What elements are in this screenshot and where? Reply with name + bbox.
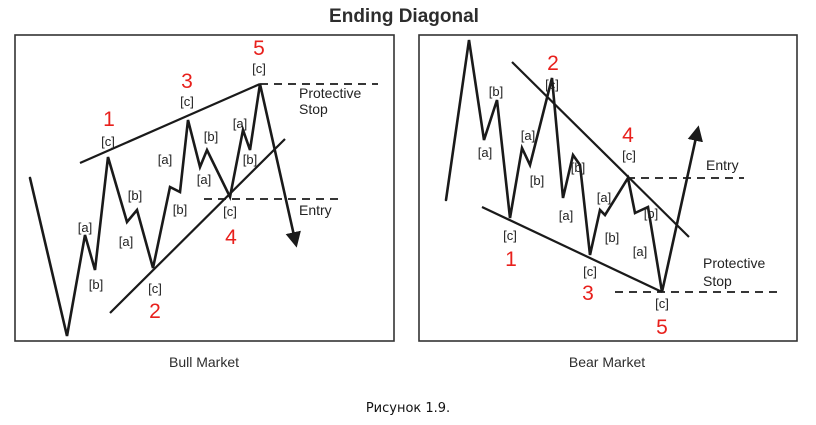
bull-wave-path: [28, 83, 301, 337]
bull-label-w5-a: [a]: [233, 116, 247, 131]
bear-label-w3-c: [c]: [583, 264, 597, 279]
bull-panel-frame: [14, 34, 395, 342]
bull-label-w2-c: [c]: [148, 281, 162, 296]
bull-label-w1-c: [c]: [101, 134, 115, 149]
bear-lower-trendline: [481, 206, 663, 293]
bear-wave-4: 4: [622, 124, 634, 147]
bear-label-w1-c: [c]: [503, 228, 517, 243]
bull-lower-trendline: [109, 138, 286, 314]
bear-label-w5-c: [c]: [655, 296, 669, 311]
bull-label-w5-c: [c]: [252, 61, 266, 76]
bull-wave-1: 1: [103, 108, 115, 131]
bull-wave-2: 2: [149, 300, 161, 323]
bear-label-w5-a: [a]: [633, 244, 647, 259]
bear-market-subtitle: Bear Market: [569, 354, 645, 370]
bear-wave-1: 1: [505, 248, 517, 271]
bear-wave-3: 3: [582, 282, 594, 305]
bear-wave-2: 2: [547, 52, 559, 75]
bear-wave-5: 5: [656, 316, 668, 339]
bull-label-w3-a: [a]: [158, 152, 172, 167]
bear-wave-path: [444, 39, 703, 293]
bear-label-w1-a: [a]: [478, 145, 492, 160]
figure-title: Ending Diagonal: [329, 6, 479, 27]
bull-label-w2-b: [b]: [128, 188, 142, 203]
bear-label-w2-b: [b]: [530, 173, 544, 188]
bear-label-w5-b: [b]: [644, 206, 658, 221]
bull-label-w5-b: [b]: [243, 152, 257, 167]
bull-label-w1-a: [a]: [78, 220, 92, 235]
bear-market-panel: [b] [a] [c] [a] [b] [c] [b] [a] [c] [a] …: [418, 34, 798, 370]
bull-label-w3-b: [b]: [173, 202, 187, 217]
figure-caption: Рисунок 1.9.: [366, 401, 450, 416]
bull-protective-stop-label-line2: Stop: [299, 101, 328, 117]
bear-label-w4-b: [b]: [605, 230, 619, 245]
bear-label-w3-a: [a]: [559, 208, 573, 223]
bull-label-w4-a: [a]: [197, 172, 211, 187]
bull-protective-stop-label-line1: Protective: [299, 85, 361, 101]
bull-wave-5: 5: [253, 37, 265, 60]
bear-panel-frame: [418, 34, 798, 342]
bull-label-w4-b: [b]: [204, 129, 218, 144]
bull-wave-3: 3: [181, 70, 193, 93]
bear-label-w2-a: [a]: [521, 128, 535, 143]
bull-market-subtitle: Bull Market: [169, 354, 239, 370]
bear-entry-label: Entry: [706, 157, 739, 173]
bear-label-w3-b: [b]: [571, 160, 585, 175]
bear-label-w1-b: [b]: [489, 84, 503, 99]
bull-market-panel: [a] [b] [c] [b] [a] [c] [a] [b] [c] [b] …: [14, 34, 395, 370]
bull-entry-label: Entry: [299, 202, 332, 218]
bear-label-w2-c: [c]: [545, 77, 559, 92]
bear-label-w4-c: [c]: [622, 148, 636, 163]
bear-protective-stop-label-line2: Stop: [703, 273, 732, 289]
bear-label-w4-a: [a]: [597, 190, 611, 205]
bear-protective-stop-label-line1: Protective: [703, 255, 765, 271]
bear-upper-trendline: [511, 61, 690, 238]
bull-label-w2-a: [a]: [119, 234, 133, 249]
bull-label-w3-c: [c]: [180, 94, 194, 109]
bull-label-w4-c: [c]: [223, 204, 237, 219]
bull-upper-trendline: [79, 82, 261, 165]
bull-label-w1-b: [b]: [89, 277, 103, 292]
bull-wave-4: 4: [225, 226, 237, 249]
